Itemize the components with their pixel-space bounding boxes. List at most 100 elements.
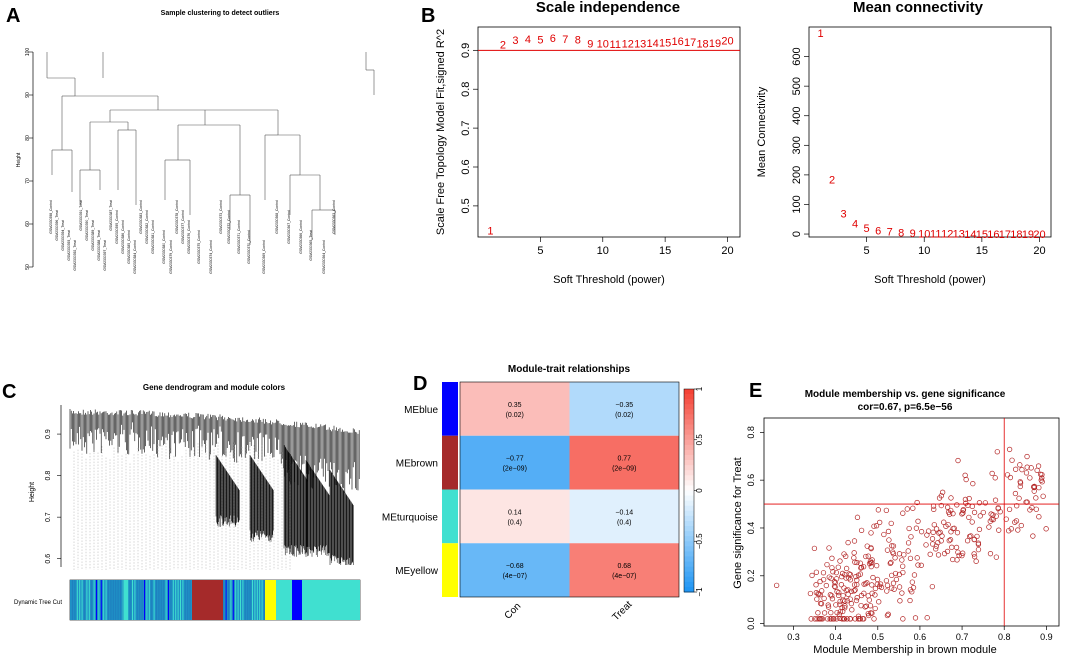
panel-e-point xyxy=(820,570,827,576)
panel-c-color-stripe xyxy=(76,580,78,620)
panel-e-point xyxy=(963,476,969,483)
panel-d-cell-pvalue: (0.02) xyxy=(506,412,524,419)
panel-e-point xyxy=(1017,462,1023,468)
panel-a-ytick-label: 50 xyxy=(25,264,31,270)
panel-e-point xyxy=(819,588,825,594)
panel-e-point xyxy=(908,534,914,540)
panel-c-color-stripe xyxy=(129,580,131,620)
panel-d-legend-step xyxy=(684,485,694,491)
panel-b2-ytick-label: 0 xyxy=(791,231,803,237)
panel-b2-ylabel: Mean Connectivity xyxy=(756,86,768,177)
panel-b1-point-label: 2 xyxy=(500,40,506,52)
panel-e-ytick-label: 0.2 xyxy=(746,570,756,583)
panel-c-color-stripe xyxy=(81,580,83,620)
panel-c-color-stripe xyxy=(242,580,244,620)
panel-c-color-stripe xyxy=(151,580,153,620)
panel-b2-point-label: 13 xyxy=(953,229,965,241)
panel-d-legend-step xyxy=(684,510,694,517)
panel-a-sample-clustering: Sample clustering to detect outliers 50 6… xyxy=(16,10,375,274)
panel-b-mean-connectivity: Mean connectivity 5 10 15 20010020030040050… xyxy=(756,0,1052,286)
panel-e-point xyxy=(1017,483,1023,490)
panel-e-point xyxy=(966,495,972,502)
panel-e-point xyxy=(848,588,855,594)
panel-a-leaf-label: GSM2330379_Control xyxy=(169,240,173,274)
panel-b2-ytick-label: 600 xyxy=(791,47,803,65)
panel-e-point xyxy=(832,584,838,590)
panel-d-cell-value: 0.77 xyxy=(617,456,631,463)
panel-e-point xyxy=(841,585,847,591)
panel-a-leaf-label: GSM2330372_Control xyxy=(227,210,231,244)
panel-b1-title: Scale independence xyxy=(536,0,680,16)
panel-a-leaf-label: GSM2330398_Control xyxy=(49,200,53,234)
panel-c-color-stripe xyxy=(122,580,124,620)
panel-d-legend-step xyxy=(684,551,694,557)
panel-a-ytick-label: 100 xyxy=(25,48,31,57)
panel-a-leaf-label: GSM2330380_Control xyxy=(162,230,166,264)
panel-e-point xyxy=(829,565,835,571)
panel-c-color-stripe xyxy=(187,580,189,620)
panel-b1-axes: 5 10 15 20 0.5 0.6 0.7 0.8 0.9 xyxy=(460,43,734,257)
panel-d-legend-step xyxy=(684,490,694,497)
panel-c-title: Gene dendrogram and module colors xyxy=(143,383,286,392)
panel-a-leaf-label: GSM2330392_Treat xyxy=(73,240,77,271)
panel-e-xlabel: Module Membership in brown module xyxy=(813,644,996,656)
panel-d-row-label: MEblue xyxy=(404,405,438,416)
panel-c-color-stripe xyxy=(79,580,81,620)
panel-c-color-stripe xyxy=(110,580,112,620)
panel-e-point xyxy=(817,600,824,607)
panel-c-color-stripe xyxy=(139,580,141,620)
panel-e-point xyxy=(996,527,1002,533)
panel-label-c: C xyxy=(2,381,16,403)
panel-b1-point-label: 17 xyxy=(684,37,696,49)
panel-e-point xyxy=(808,616,814,622)
panel-e-point xyxy=(889,572,895,579)
panel-d-legend-step xyxy=(684,586,694,593)
panel-e-point xyxy=(869,560,875,566)
panel-b2-ytick-label: 400 xyxy=(791,107,803,125)
panel-e-point xyxy=(915,518,921,524)
panel-d-cell xyxy=(569,435,679,490)
panel-b1-point-label: 15 xyxy=(659,38,671,50)
panel-e-point xyxy=(826,545,832,551)
panel-c-color-stripe xyxy=(153,580,155,620)
panel-e-point xyxy=(854,514,861,520)
panel-e-point xyxy=(813,569,820,575)
panel-d-cell-value: −0.68 xyxy=(506,563,524,570)
panel-d-column-label: Treat xyxy=(610,599,634,623)
panel-e-point xyxy=(863,603,869,609)
panel-d-legend-step xyxy=(684,495,694,502)
panel-c-color-stripe xyxy=(127,580,129,620)
panel-e-point xyxy=(909,579,915,585)
panel-c-color-stripe xyxy=(160,580,162,620)
panel-e-point xyxy=(1004,472,1011,478)
panel-b1-ytick-label: 0.9 xyxy=(460,43,472,58)
panel-e-point xyxy=(842,598,848,604)
panel-e-point xyxy=(884,582,891,588)
panel-a-leaf-label: GSM2330366_Control xyxy=(299,220,303,254)
panel-b1-plot-frame xyxy=(477,26,741,238)
panel-d-cell xyxy=(460,382,570,436)
panel-b1-point-label: 7 xyxy=(562,34,568,46)
panel-e-point xyxy=(845,539,851,546)
panel-b2-title: Mean connectivity xyxy=(853,0,984,16)
panel-d-row-label: MEyellow xyxy=(395,566,439,577)
panel-b2-point-label: 6 xyxy=(875,225,881,237)
panel-e-point xyxy=(971,509,978,516)
panel-e-point xyxy=(949,544,955,550)
panel-c-color-stripe xyxy=(180,580,181,620)
panel-d-column-labels: Con Treat xyxy=(503,599,635,623)
panel-e-point xyxy=(918,562,924,568)
panel-b1-point-label: 5 xyxy=(537,34,543,46)
panel-b2-xtick-label: 10 xyxy=(918,245,930,257)
panel-b1-xtick-label: 5 xyxy=(537,245,543,257)
panel-e-point xyxy=(821,610,828,616)
panel-e-point xyxy=(909,589,915,595)
panel-a-leaf-labels: GSM2330398_Control GSM2330396_Treat GSM233… xyxy=(49,200,336,274)
panel-e-point xyxy=(876,599,882,605)
panel-e-point xyxy=(938,502,944,509)
panel-d-row-label: MEbrown xyxy=(396,459,438,470)
panel-e-point xyxy=(884,547,891,553)
panel-e-point xyxy=(923,542,929,548)
panel-e-point xyxy=(854,581,860,588)
